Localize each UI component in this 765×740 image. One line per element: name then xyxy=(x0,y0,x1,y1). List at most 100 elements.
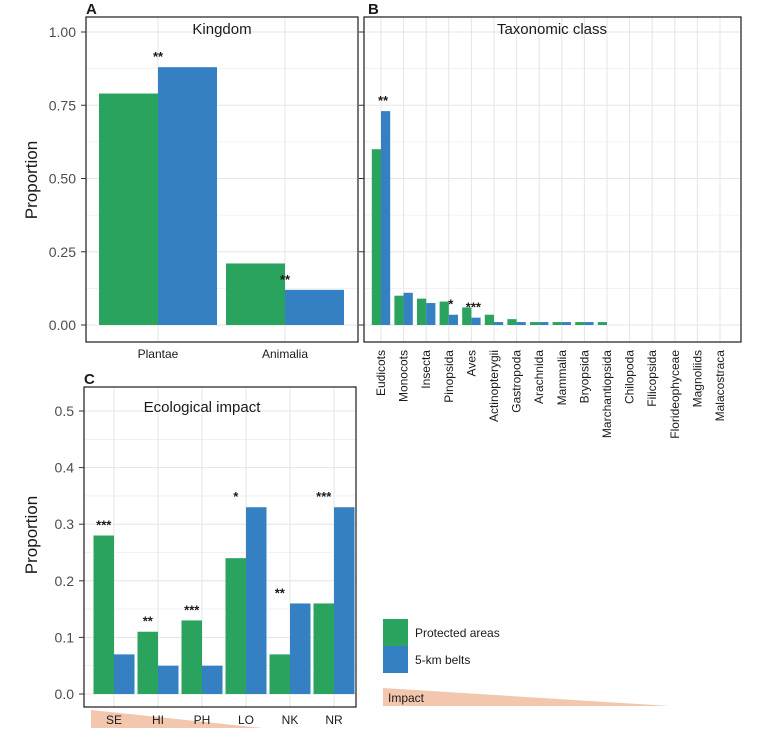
bar-b-protected-pinopsida xyxy=(439,301,449,325)
panel-c: C ************** Ecological impact 0.00.… xyxy=(22,371,357,728)
bar-a-belt-plantae xyxy=(158,67,217,325)
legend-protected-label: Protected areas xyxy=(415,626,500,640)
bar-b-belt-actinopterygii xyxy=(494,322,504,325)
category-label-b: Mammalia xyxy=(555,350,569,406)
bar-b-protected-arachnida xyxy=(530,322,540,325)
category-label-b: Filicopsida xyxy=(645,350,659,407)
category-label-b: Actinopterygii xyxy=(487,350,501,422)
panel-b-letter: B xyxy=(368,1,379,18)
bar-b-belt-aves xyxy=(471,317,481,325)
significance-a-plantae: ** xyxy=(153,49,164,64)
panel-b-categories: Eudicots Monocots Insecta Pinopsida Aves Acti… xyxy=(374,350,727,439)
bar-b-belt-bryopsida xyxy=(584,322,594,325)
significance-a-animalia: ** xyxy=(280,272,291,287)
y-tick-label-c: 0.0 xyxy=(55,686,75,702)
category-label-c: NR xyxy=(325,713,343,727)
impact-label: Impact xyxy=(388,691,425,705)
bar-b-protected-gastropoda xyxy=(507,319,517,325)
significance-c-nr: *** xyxy=(316,489,332,504)
category-label-c: PH xyxy=(194,713,211,727)
bar-b-belt-insecta xyxy=(426,303,436,325)
panel-a-letter: A xyxy=(86,1,97,18)
legend-belt-swatch xyxy=(383,646,408,673)
bar-c-belt-hi xyxy=(158,665,179,694)
panel-c-bars: ************** xyxy=(93,489,355,694)
category-label-b: Florideophyceae xyxy=(668,350,682,439)
panel-a-frame xyxy=(85,16,359,343)
significance-c-lo: * xyxy=(233,489,239,504)
significance-b-aves: *** xyxy=(466,300,482,315)
significance-b-eudicots: ** xyxy=(378,93,389,108)
bar-a-protected-plantae xyxy=(99,93,158,325)
panel-b: B *** *** Taxonomic class Eudicots Monocot… xyxy=(359,1,742,439)
y-tick-label-a: 0.00 xyxy=(49,317,76,333)
bar-a-belt-animalia xyxy=(285,289,344,325)
y-tick-label-a: 0.25 xyxy=(49,244,76,260)
category-label-c: SE xyxy=(106,713,122,727)
bar-b-protected-insecta xyxy=(417,298,427,325)
bar-b-protected-monocots xyxy=(394,295,404,325)
category-label-c: LO xyxy=(238,713,254,727)
bar-b-protected-aves xyxy=(462,307,472,325)
legend-protected-swatch xyxy=(383,619,408,646)
y-tick-label-a: 0.75 xyxy=(49,97,76,113)
legend-belt-label: 5-km belts xyxy=(415,653,470,667)
panel-c-title: Ecological impact xyxy=(144,399,262,416)
category-label-a: Plantae xyxy=(138,347,179,361)
category-label-b: Monocots xyxy=(397,350,411,402)
significance-c-se: *** xyxy=(96,518,112,533)
bar-c-belt-nr xyxy=(334,507,355,694)
impact-wedge-legend xyxy=(383,688,670,706)
bar-b-belt-arachnida xyxy=(539,322,549,325)
panel-c-y-ticks: 0.0 0.1 0.2 0.3 0.4 0.5 xyxy=(55,403,84,702)
panel-a-categories: Plantae Animalia xyxy=(138,347,309,361)
bar-c-belt-se xyxy=(114,654,135,694)
bar-b-belt-gastropoda xyxy=(516,322,526,325)
significance-c-ph: *** xyxy=(184,602,200,617)
significance-c-nk: ** xyxy=(275,585,286,600)
bar-c-protected-ph xyxy=(181,620,202,694)
bar-b-belt-monocots xyxy=(403,292,413,325)
y-tick-label-a: 0.50 xyxy=(49,171,76,187)
y-tick-label-c: 0.1 xyxy=(55,629,75,645)
panel-a-y-label: Proportion xyxy=(22,141,41,219)
legend: Protected areas 5-km belts Impact xyxy=(383,619,670,706)
y-tick-label-c: 0.5 xyxy=(55,403,75,419)
panel-b-y-tick-marks xyxy=(359,31,364,326)
category-label-b: Magnoliids xyxy=(690,350,704,407)
category-label-c: HI xyxy=(152,713,164,727)
impact-wedge-c xyxy=(91,710,262,728)
bar-b-belt-pinopsida xyxy=(448,314,458,325)
y-tick-label-a: 1.00 xyxy=(49,24,76,40)
panel-a-y-ticks: 0.00 0.25 0.50 0.75 1.00 xyxy=(49,24,86,333)
panel-b-background xyxy=(364,17,741,342)
bar-b-protected-bryopsida xyxy=(575,322,585,325)
panel-b-frame xyxy=(363,16,742,343)
significance-c-hi: ** xyxy=(143,614,154,629)
bar-c-protected-hi xyxy=(137,631,158,694)
panel-b-bars: *** *** xyxy=(371,93,607,325)
bar-b-protected-marchantiopsida xyxy=(597,322,607,325)
category-label-b: Pinopsida xyxy=(442,350,456,403)
category-label-b: Chilopoda xyxy=(623,350,637,404)
panel-b-title: Taxonomic class xyxy=(497,21,607,38)
category-label-b: Eudicots xyxy=(374,350,388,396)
category-label-c: NK xyxy=(282,713,299,727)
panel-c-y-label: Proportion xyxy=(22,496,41,574)
category-label-b: Insecta xyxy=(419,350,433,389)
category-label-b: Aves xyxy=(464,350,478,376)
category-label-a: Animalia xyxy=(262,347,308,361)
bar-b-protected-mammalia xyxy=(552,322,562,325)
bar-b-protected-actinopterygii xyxy=(484,314,494,325)
category-label-b: Malacostraca xyxy=(713,350,727,422)
bar-c-protected-lo xyxy=(225,558,246,694)
panel-b-grid xyxy=(364,17,741,342)
panel-c-frame xyxy=(83,386,357,708)
bar-c-belt-ph xyxy=(202,665,223,694)
category-label-b: Marchantiopsida xyxy=(600,350,614,438)
bar-c-belt-lo xyxy=(246,507,267,694)
bar-c-protected-nk xyxy=(269,654,290,694)
category-label-b: Arachnida xyxy=(532,350,546,404)
category-label-b: Gastropoda xyxy=(510,350,524,413)
y-tick-label-c: 0.4 xyxy=(55,460,75,476)
